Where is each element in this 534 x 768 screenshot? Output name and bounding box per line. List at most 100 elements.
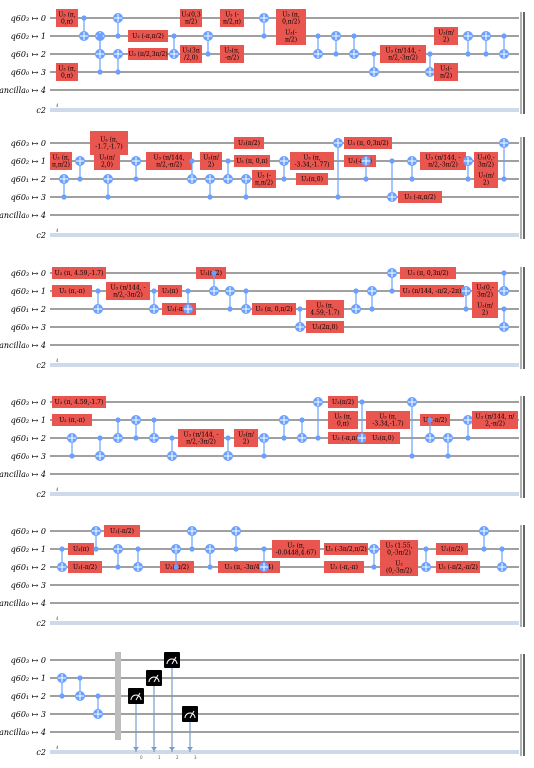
gate-label: U₃ (π,: [379, 414, 397, 421]
gate-label: U₃(3π: [182, 48, 200, 55]
qubit-label: q60₂ ↦ 1: [11, 287, 46, 296]
classical-width-label: 4: [56, 487, 59, 492]
control-dot: [211, 270, 217, 276]
gate-label: π/2,-3π/2): [388, 55, 418, 62]
gate-box: [50, 152, 72, 170]
gate-box: [104, 525, 140, 537]
gate-label: 2): [208, 162, 214, 169]
gate-label: 3π/2): [478, 162, 494, 169]
control-dot: [189, 546, 195, 552]
gate-label: π/2,-3π/2): [428, 162, 458, 169]
gate-label: U₃ (π, 0,3π/2): [407, 270, 448, 277]
qubit-label: q60₀ ↦ 3: [11, 710, 46, 719]
gate-label: U₃ (π/144, -: [426, 155, 461, 162]
gate-label: U₃ (π,: [100, 137, 118, 144]
gate-box: [234, 155, 270, 167]
gate-label: U₃ (π,: [287, 543, 305, 550]
qubit-label: q60₁ ↦ 2: [11, 305, 46, 314]
control-dot: [81, 15, 87, 21]
gate-box: [52, 396, 106, 408]
gate-box: [328, 411, 358, 429]
gate-label: U₃ (π/144, -: [184, 432, 219, 439]
control-dot: [315, 33, 321, 39]
gate-label: U₃(π/: [99, 155, 116, 162]
meter-needle-icon: [189, 710, 195, 719]
control-dot: [501, 270, 507, 276]
gate-label: 0,π): [61, 19, 73, 26]
gate-label: U₃ (-π,-π): [330, 564, 358, 571]
qubit-label: q60₁ ↦ 2: [11, 692, 46, 701]
gate-label: U₃(0,-: [476, 285, 494, 292]
control-dot: [115, 564, 121, 570]
meter-needle-icon: [171, 656, 177, 665]
control-dot: [501, 33, 507, 39]
control-dot: [501, 306, 507, 312]
qubit-label: q60₁ ↦ 2: [11, 434, 46, 443]
gate-box: [68, 543, 94, 555]
gate-box: [366, 432, 400, 444]
gate-box: [324, 561, 364, 573]
gate-box: [474, 152, 498, 170]
control-dot: [363, 176, 369, 182]
control-dot: [243, 194, 249, 200]
gate-label: U₃(π/: [478, 173, 495, 180]
meter-arc-icon: [148, 676, 160, 683]
gate-box: [90, 131, 128, 155]
control-dot: [97, 33, 103, 39]
circuit-row: q60₃ ↦ 0 q60₂ ↦ 1 q60₁ ↦ 2 q60₀ ↦ 3 ancilla₀…: [0, 9, 525, 115]
circuit-row: q60₃ ↦ 0 q60₂ ↦ 1 q60₁ ↦ 2 q60₀ ↦ 3 ancilla₀…: [0, 396, 525, 499]
meter-needle-icon: [135, 692, 141, 701]
qubit-label: ancilla₀ ↦ 4: [0, 728, 46, 737]
measure-box: [182, 706, 198, 722]
qubit-label: q60₃ ↦ 0: [11, 139, 46, 148]
gate-label: U₃(π): [73, 546, 89, 553]
gate-box: [68, 561, 102, 573]
gate-label: U₃(2π,0): [312, 324, 338, 331]
measure-bit-label: 3: [194, 755, 197, 760]
gate-label: U₃ (π/144, -π/2,-2π): [403, 288, 462, 295]
control-dot: [151, 288, 157, 294]
gate-box: [434, 27, 458, 45]
gate-label: (0,-3π/2): [386, 568, 412, 575]
gate-label: U₃(-π/2): [423, 417, 447, 424]
control-dot: [481, 546, 487, 552]
control-dot: [133, 176, 139, 182]
gate-label: U₃ (π, 0,π): [236, 158, 267, 165]
gate-box: [472, 300, 498, 318]
control-dot: [69, 453, 75, 459]
gate-box: [306, 321, 344, 333]
gate-label: U₂ (π,-π): [59, 288, 85, 295]
gate-label: 2,-π/2): [485, 421, 505, 428]
gate-label: U₃(π/2): [238, 140, 260, 147]
qubit-label: q60₃ ↦ 0: [11, 269, 46, 278]
gate-label: 0,-3π/2): [387, 550, 411, 557]
qubit-label: ancilla₀ ↦ 4: [0, 470, 46, 479]
gate-label: 0,π/2): [282, 19, 300, 26]
qubit-label: q60₂ ↦ 1: [11, 416, 46, 425]
control-dot: [465, 51, 471, 57]
circuit-row: q60₃ ↦ 0 q60₂ ↦ 1 q60₁ ↦ 2 q60₀ ↦ 3 ancilla₀…: [0, 131, 525, 240]
control-dot: [389, 288, 395, 294]
control-dot: [463, 306, 469, 312]
gate-box: [420, 414, 450, 426]
classical-label: c2: [36, 619, 46, 628]
classical-label: c2: [36, 748, 46, 757]
gate-box: [380, 540, 418, 558]
control-dot: [115, 69, 121, 75]
classical-label: c2: [36, 231, 46, 240]
gate-label: U₃ (π/144, -: [386, 48, 421, 55]
gate-box: [400, 267, 456, 279]
qubit-label: q60₀ ↦ 3: [11, 323, 46, 332]
gate-label: U₃ (π,: [334, 414, 352, 421]
qubit-label: q60₀ ↦ 3: [11, 581, 46, 590]
gate-label: U₃(-π/2): [167, 306, 191, 313]
qubit-label: q60₂ ↦ 1: [11, 674, 46, 683]
control-dot: [77, 176, 83, 182]
qubit-label: q60₀ ↦ 3: [11, 68, 46, 77]
control-dot: [261, 33, 267, 39]
control-dot: [297, 306, 303, 312]
control-dot: [281, 176, 287, 182]
gate-box: [252, 170, 276, 188]
qubit-label: q60₁ ↦ 2: [11, 175, 46, 184]
gate-box: [52, 414, 92, 426]
